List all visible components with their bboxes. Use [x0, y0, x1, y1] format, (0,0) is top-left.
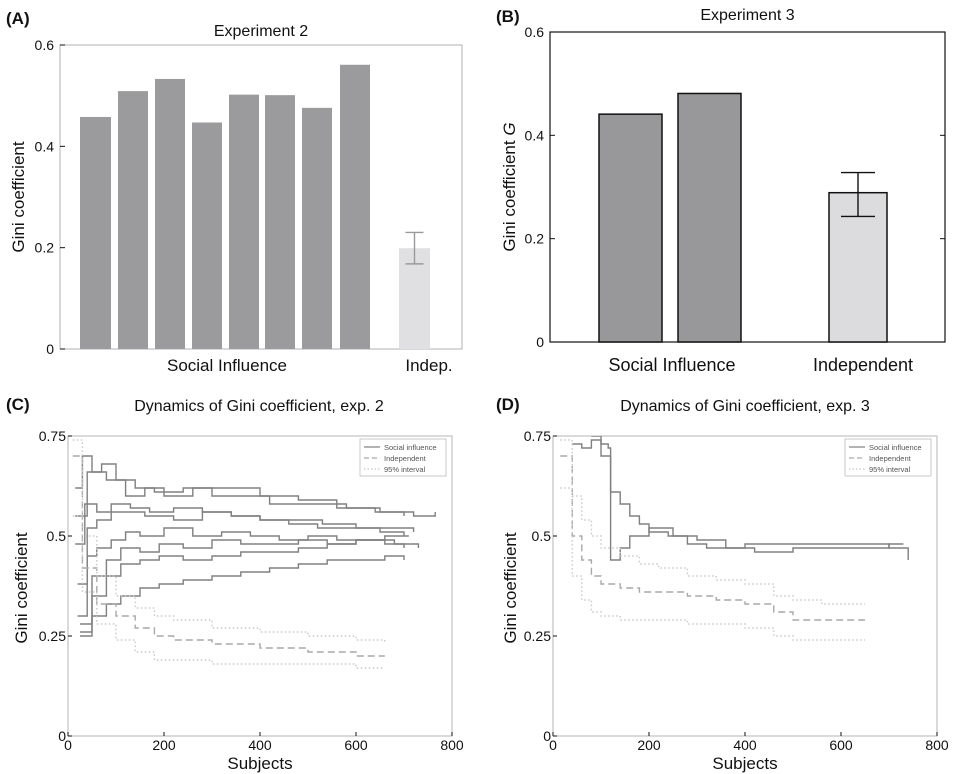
- series-line: [75, 463, 436, 517]
- panel-label: (A): [6, 9, 30, 28]
- panel-d: (D) Dynamics of Gini coefficient, exp. 3 0…: [496, 395, 949, 773]
- plot-frame: [59, 44, 463, 350]
- bar: [192, 122, 222, 350]
- legend-label: Social influence: [869, 443, 922, 452]
- series-line: [80, 555, 405, 637]
- y-tick-label: 0.5: [532, 528, 552, 544]
- x-tick-label: 400: [733, 737, 757, 753]
- series-line: [591, 436, 904, 561]
- y-tick-label: 0.4: [35, 138, 55, 154]
- y-axis-label: Gini coefficient: [12, 532, 31, 643]
- panel-label: (C): [6, 395, 30, 414]
- bar: [677, 92, 742, 343]
- x-axis-label: Subjects: [712, 754, 777, 773]
- series-line: [72, 515, 385, 669]
- chart-title: Dynamics of Gini coefficient, exp. 3: [620, 398, 870, 415]
- legend-label: 95% interval: [384, 465, 426, 474]
- bar: [340, 64, 370, 349]
- y-axis-label: Gini coefficient G: [500, 122, 519, 251]
- y-tick-label: 0.6: [525, 24, 545, 40]
- x-tick-label: 800: [440, 737, 464, 753]
- series-line: [75, 503, 415, 545]
- panel-label: (B): [496, 7, 520, 26]
- x-tick-label: 0: [64, 737, 72, 753]
- panel-a: (A) Experiment 2 0 0.2 0.4 0.6 Gini coefficien…: [6, 9, 463, 375]
- chart-title: Experiment 2: [214, 23, 308, 40]
- legend-label: Independent: [869, 454, 912, 463]
- bar: [118, 91, 148, 350]
- series-line: [560, 455, 865, 621]
- series-line: [80, 535, 409, 633]
- y-tick-label: 0.6: [35, 37, 55, 53]
- series-line: [72, 439, 386, 644]
- x-tick-label: 200: [637, 737, 661, 753]
- y-axis-label: Gini coefficient: [501, 532, 520, 643]
- y-tick-label: 0.25: [39, 628, 66, 644]
- legend-label: Independent: [384, 454, 427, 463]
- chart-title: Experiment 3: [700, 7, 794, 24]
- series-line: [560, 487, 865, 641]
- group-label: Social Influence: [167, 356, 287, 375]
- y-axis-label: Gini coefficient: [9, 141, 28, 252]
- y-tick-label: 0.5: [47, 528, 67, 544]
- bar: [80, 116, 111, 350]
- x-tick-label: 600: [829, 737, 853, 753]
- x-tick-label: 0: [549, 737, 557, 753]
- bar: [155, 78, 185, 350]
- chart-title: Dynamics of Gini coefficient, exp. 2: [134, 398, 384, 415]
- group-label: Indep.: [405, 356, 452, 375]
- y-tick-label: 0.75: [524, 428, 551, 444]
- y-tick-label: 0.2: [525, 231, 545, 247]
- legend: Social influence Independent 95% interval: [844, 438, 932, 477]
- x-tick-label: 600: [344, 737, 368, 753]
- legend-label: 95% interval: [869, 465, 911, 474]
- x-axis-label: Subjects: [227, 754, 292, 773]
- bar: [229, 94, 259, 349]
- y-tick-label: 0.2: [35, 240, 55, 256]
- y-tick-label: 0.4: [525, 127, 545, 143]
- y-tick-label: 0: [58, 728, 66, 744]
- bar: [399, 248, 430, 349]
- bar: [302, 107, 332, 350]
- plot-frame: [549, 31, 946, 343]
- x-tick-label: 800: [925, 737, 949, 753]
- panel-label: (D): [496, 395, 520, 414]
- y-tick-label: 0: [536, 334, 544, 350]
- panel-b: (B) Experiment 3 0 0.2 0.4 0.6 Gini coefficien…: [496, 7, 946, 375]
- group-label: Social Influence: [608, 355, 735, 375]
- series-line: [75, 455, 405, 516]
- series-line: [77, 527, 420, 617]
- series-line: [77, 511, 405, 585]
- bar: [598, 113, 663, 343]
- y-tick-label: 0.75: [39, 428, 66, 444]
- x-tick-label: 200: [152, 737, 176, 753]
- series-line: [72, 455, 385, 657]
- series-line: [560, 439, 865, 605]
- panel-c: (C) Dynamics of Gini coefficient, exp. 2 0…: [6, 395, 464, 773]
- y-tick-label: 0.25: [524, 628, 551, 644]
- y-tick-label: 0: [46, 341, 54, 357]
- legend-label: Social influence: [384, 443, 437, 452]
- x-tick-label: 400: [248, 737, 272, 753]
- y-tick-label: 0: [543, 728, 551, 744]
- bar: [265, 95, 295, 349]
- legend: Social influence Independent 95% interval: [359, 438, 447, 477]
- group-label: Independent: [813, 355, 913, 375]
